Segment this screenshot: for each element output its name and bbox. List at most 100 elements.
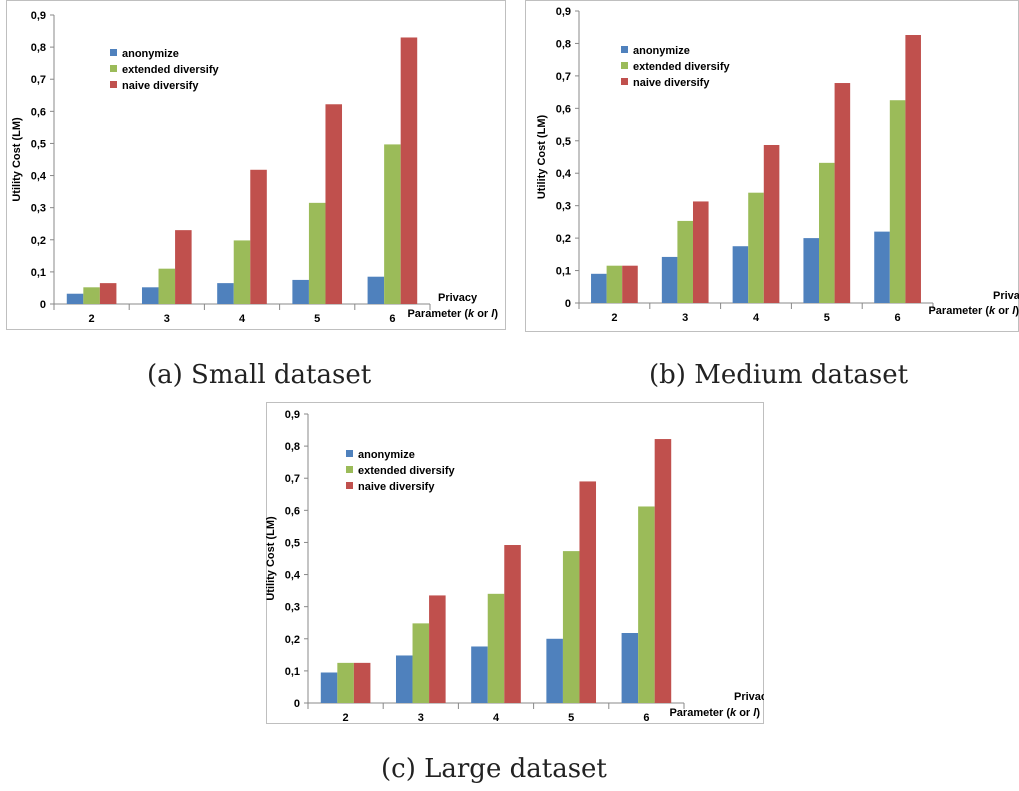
chart-panel-medium: 0 0,1 0,2 0,3 0,4 0,5 0,6 0,7 0,8 0,9 Utility Cost… (525, 0, 1019, 332)
bar-naive-diversify (400, 37, 418, 304)
y-tick-label: 0,4 (285, 570, 301, 582)
chart-panel-small: 0 0,1 0,2 0,3 0,4 0,5 0,6 0,7 0,8 0,9 Utility Cost… (6, 0, 506, 330)
y-tick-label: 0,5 (285, 537, 300, 549)
bar-extended-diversify (83, 287, 100, 304)
legend-label: naive diversify (122, 80, 199, 92)
x-tick-label: 5 (314, 313, 320, 325)
bar-extended-diversify (562, 551, 580, 703)
legend-label: naive diversify (358, 481, 435, 493)
y-tick-label: 0,3 (556, 201, 571, 213)
legend-label: anonymize (358, 449, 415, 461)
bar-anonymize (732, 246, 749, 303)
x-axis-label-line2: Parameter (k or l) (669, 707, 760, 719)
bar-extended-diversify (889, 100, 906, 303)
bar-chart-small: 0 0,1 0,2 0,3 0,4 0,5 0,6 0,7 0,8 0,9 Utility Cost… (6, 0, 506, 330)
legend-label: extended diversify (633, 61, 730, 73)
bar-naive-diversify (763, 144, 780, 303)
y-tick-label: 0,3 (31, 203, 46, 215)
x-tick-label: 3 (164, 313, 170, 325)
bar-anonymize (217, 283, 234, 304)
y-tick-label: 0,5 (31, 138, 46, 150)
bar-anonymize (395, 655, 413, 703)
x-tick-label: 6 (643, 712, 649, 724)
bar-anonymize (591, 273, 607, 303)
y-tick-label: 0,5 (556, 136, 571, 148)
bar-anonymize (471, 646, 488, 703)
y-tick-label: 0,1 (31, 267, 46, 279)
bar-extended-diversify (233, 240, 251, 304)
y-tick-label: 0,8 (285, 441, 300, 453)
x-axis-label-line2: Parameter (k or l) (928, 305, 1019, 317)
legend-swatch (110, 65, 117, 72)
x-tick-label: 4 (493, 712, 500, 724)
legend-label: extended diversify (122, 64, 219, 76)
bar-extended-diversify (412, 623, 430, 703)
legend-label: naive diversify (633, 77, 710, 89)
bar-extended-diversify (819, 162, 835, 303)
y-tick-label: 0,3 (285, 602, 300, 614)
x-axis-label-line1: Privacy (993, 290, 1019, 302)
x-axis-label-line1: Privacy (734, 691, 764, 703)
bar-anonymize (621, 632, 639, 703)
bar-naive-diversify (905, 35, 921, 304)
x-tick-label: 4 (753, 312, 760, 324)
bar-extended-diversify (337, 662, 354, 703)
bar-naive-diversify (429, 595, 446, 703)
y-tick-label: 0,9 (556, 6, 571, 18)
y-tick-label: 0,8 (31, 42, 46, 54)
legend-swatch (346, 450, 353, 457)
bar-naive-diversify (175, 230, 192, 304)
caption-large: (c) Large dataset (381, 754, 607, 784)
bar-anonymize (367, 276, 385, 304)
bar-anonymize (320, 672, 338, 703)
bar-extended-diversify (677, 220, 693, 303)
bar-anonymize (292, 279, 309, 304)
x-tick-label: 2 (89, 313, 95, 325)
y-tick-label: 0,7 (31, 74, 46, 86)
x-tick-label: 4 (239, 313, 246, 325)
bar-anonymize (546, 638, 563, 703)
bar-naive-diversify (99, 283, 117, 304)
bar-naive-diversify (622, 265, 638, 303)
x-tick-label: 3 (682, 312, 688, 324)
x-tick-label: 5 (568, 712, 574, 724)
bar-extended-diversify (308, 202, 326, 304)
bar-naive-diversify (692, 201, 709, 303)
bar-naive-diversify (834, 83, 851, 303)
y-tick-label: 0,9 (285, 409, 300, 421)
bar-anonymize (803, 238, 820, 303)
bar-naive-diversify (654, 439, 672, 703)
bar-anonymize (661, 256, 678, 303)
bar-extended-diversify (606, 265, 623, 303)
y-tick-label: 0,4 (31, 171, 47, 183)
y-tick-label: 0,2 (31, 235, 46, 247)
bar-naive-diversify (579, 481, 597, 703)
y-tick-label: 0,1 (556, 266, 571, 278)
y-tick-label: 0,9 (31, 10, 46, 22)
y-tick-label: 0 (294, 698, 300, 710)
y-axis-label: Utility Cost (LM) (536, 115, 548, 200)
legend-swatch (621, 46, 628, 53)
legend-swatch (346, 466, 353, 473)
caption-small: (a) Small dataset (147, 360, 372, 390)
legend-label: anonymize (633, 45, 690, 57)
legend-swatch (621, 78, 628, 85)
y-tick-label: 0,2 (556, 233, 571, 245)
y-axis-label: Utility Cost (LM) (266, 516, 277, 601)
x-tick-label: 2 (611, 312, 617, 324)
legend-label: anonymize (122, 48, 179, 60)
x-tick-label: 5 (824, 312, 830, 324)
bar-extended-diversify (487, 593, 505, 703)
y-tick-label: 0,7 (285, 473, 300, 485)
bar-naive-diversify (504, 545, 521, 703)
y-axis-label: Utility Cost (LM) (11, 117, 23, 202)
legend-swatch (346, 482, 353, 489)
x-tick-label: 2 (343, 712, 349, 724)
bar-anonymize (141, 287, 159, 304)
bar-extended-diversify (384, 144, 401, 304)
x-tick-label: 6 (895, 312, 901, 324)
legend-label: extended diversify (358, 465, 455, 477)
legend-swatch (110, 81, 117, 88)
y-tick-label: 0,6 (556, 103, 571, 115)
y-tick-label: 0 (40, 299, 46, 311)
